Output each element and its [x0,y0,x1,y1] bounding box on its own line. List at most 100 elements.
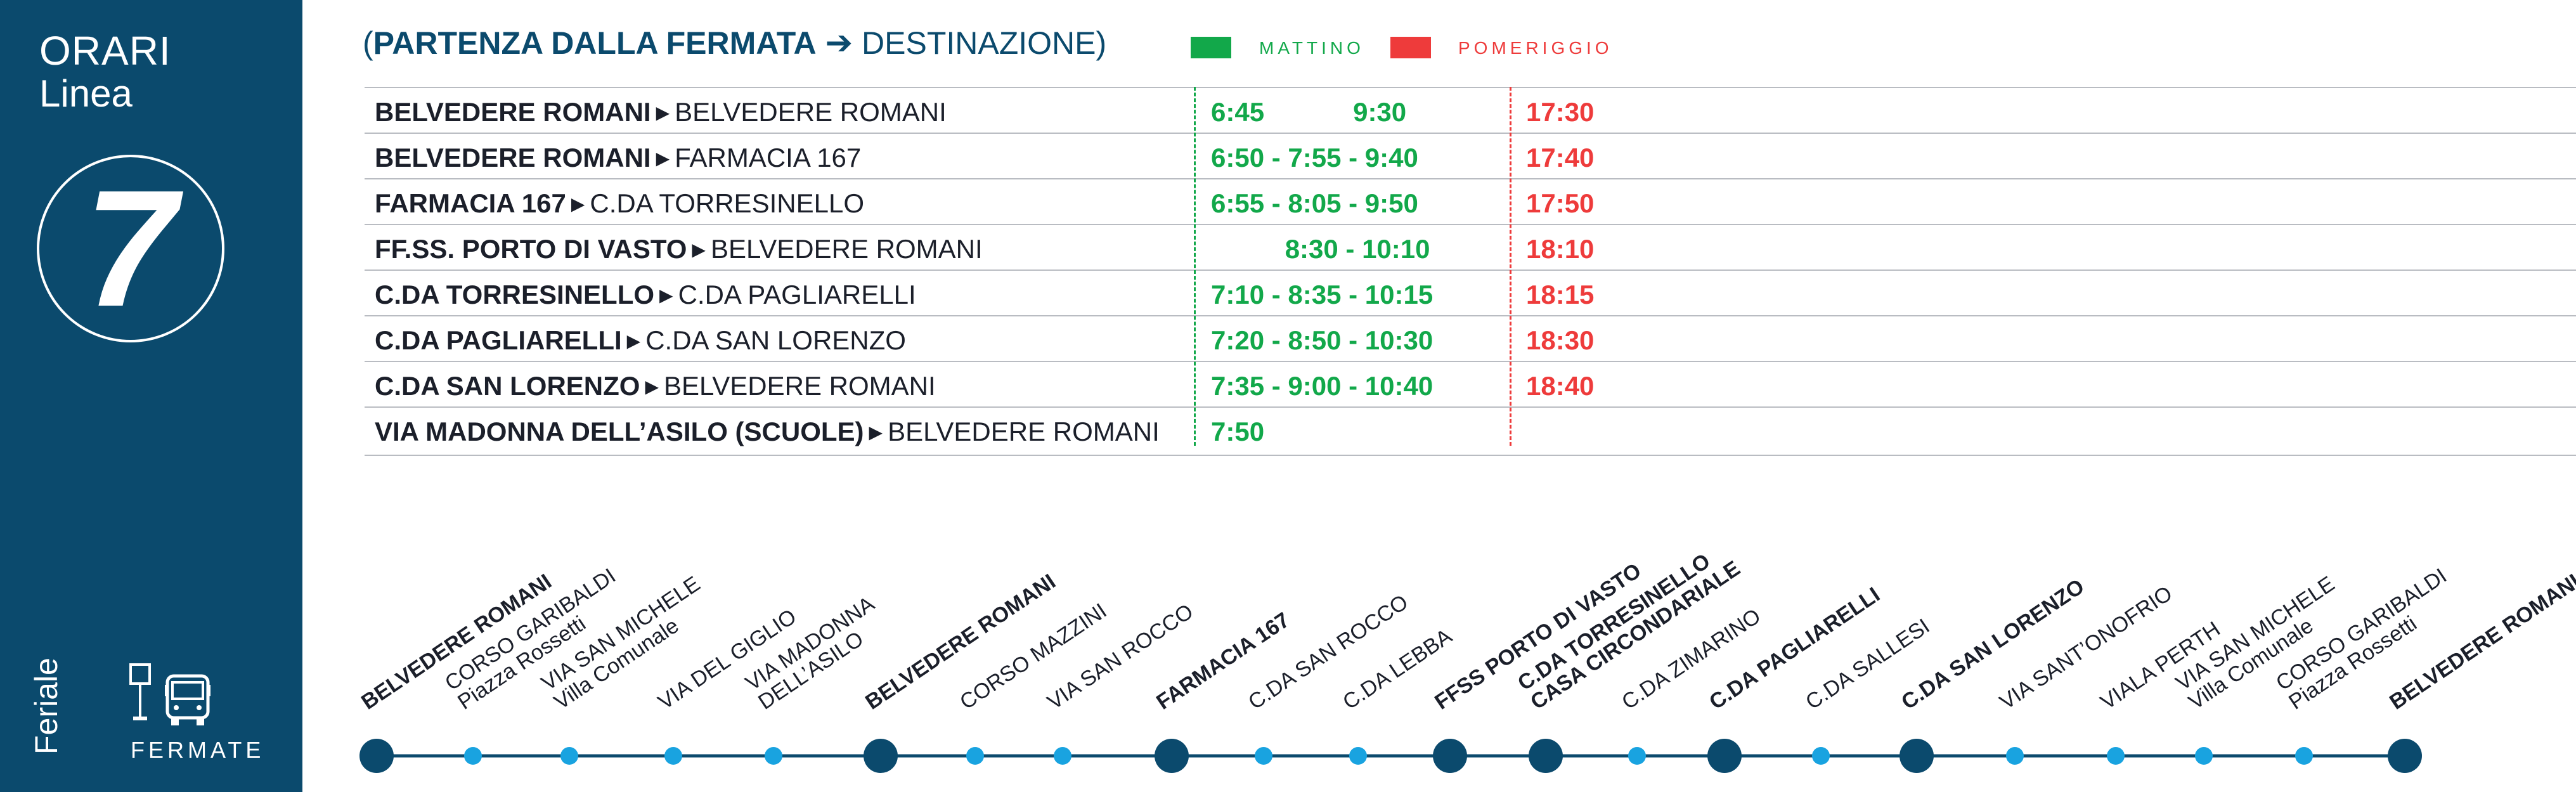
route-cell: BELVEDERE ROMANI ▶ FARMACIA 167 [375,143,861,173]
triangle-right-icon: ▶ [656,103,670,122]
stop-marker [1255,747,1272,765]
route-from: VIA MADONNA DELL’ASILO (SCUOLE) [375,417,864,446]
schedule-table: BELVEDERE ROMANI ▶ BELVEDERE ROMANI 6:45 9:… [365,87,2576,456]
stop-name: CORSO MAZZINI [955,599,1111,715]
stop-marker [2107,747,2125,765]
line-number: 7 [84,155,177,341]
stop-marker [359,739,394,773]
stop-marker [966,747,984,765]
arrow-right-icon: ➔ [825,25,853,62]
afternoon-column-divider [1510,87,1511,446]
stop-name: VIA SANT’ONOFRIO [1995,581,2177,715]
stop-label: C.DA PAGLIARELLI [1705,583,1884,715]
triangle-right-icon: ▶ [626,331,641,351]
stop-label: CORSO MAZZINI [955,599,1111,715]
stop-name: VIALA PERTH [2096,617,2224,715]
stop-label: FARMACIA 167 [1152,607,1294,714]
fermate-label: FERMATE [131,737,265,763]
route-to: C.DA SAN LORENZO [645,325,906,355]
stop-marker [664,747,682,765]
stop-name: VIA SAN MICHELE [2171,572,2339,696]
stop-marker [1900,739,1934,773]
stop-label: C.DA SAN ROCCO [1244,590,1413,714]
line-sidebar: ORARI Linea 7 Feriale FERMATE [0,0,302,792]
stop-label: VIA DEL GIGLIO [654,604,801,714]
morning-times: 6:45 9:30 [1211,97,1407,127]
table-row: FF.SS. PORTO DI VASTO ▶ BELVEDERE ROMANI 8… [365,224,2576,269]
stop-name: C.DA SALLESI [1801,614,1934,714]
stop-name: DELL’ASILO [754,626,868,714]
stop-marker [2006,747,2024,765]
stop-marker [765,747,782,765]
stop-name: VIA DEL GIGLIO [654,604,801,714]
header-departure: PARTENZA DALLA FERMATA [373,25,817,61]
stop-label: C.DA LEBBA [1338,624,1456,715]
afternoon-times: 17:30 [1526,97,1595,127]
morning-times: 7:35 - 9:00 - 10:40 [1211,371,1434,401]
stop-marker [1707,739,1742,773]
afternoon-times: 18:30 [1526,325,1595,355]
route-to: BELVEDERE ROMANI [888,417,1160,446]
afternoon-times: 18:40 [1526,371,1595,401]
stop-marker [2295,747,2313,765]
route-to: BELVEDERE ROMANI [710,234,983,264]
linea-label: Linea [39,72,133,115]
stop-name: CASA CIRCONDARIALE [1526,556,1744,714]
stop-name: C.DA SAN ROCCO [1244,590,1413,714]
stop-label: C.DA SAN LORENZO [1897,575,2088,715]
route-cell: C.DA TORRESINELLO ▶ C.DA PAGLIARELLI [375,280,916,310]
stop-name: C.DA ZIMARINO [1617,604,1765,715]
triangle-right-icon: ▶ [645,377,659,396]
stop-name: C.DA SAN LORENZO [1897,575,2088,715]
table-row: VIA MADONNA DELL’ASILO (SCUOLE) ▶ BELVEDER… [365,406,2576,456]
stop-marker [1349,747,1367,765]
route-from: FF.SS. PORTO DI VASTO [375,234,687,264]
stop-marker [1628,747,1646,765]
stop-name: VIA SAN ROCCO [1043,599,1198,715]
legend-afternoon-label: POMERIGGIO [1458,38,1613,58]
route-cell: FF.SS. PORTO DI VASTO ▶ BELVEDERE ROMANI [375,234,983,264]
afternoon-times: 18:15 [1526,280,1595,309]
legend-morning-swatch [1191,37,1231,58]
legend-afternoon-swatch [1390,37,1431,58]
stop-marker [2388,739,2422,773]
stop-label: VIALA PERTH [2096,617,2224,715]
morning-column-divider [1194,87,1196,446]
route-cell: C.DA PAGLIARELLI ▶ C.DA SAN LORENZO [375,325,906,356]
route-from: C.DA SAN LORENZO [375,371,640,401]
stop-label: VIA SAN ROCCO [1043,599,1198,715]
stop-name: FFSS PORTO DI VASTO [1430,559,1645,715]
afternoon-times: 17:50 [1526,188,1595,218]
line-number-badge: 7 [37,155,224,342]
stop-marker [864,739,898,773]
triangle-right-icon: ▶ [656,148,670,168]
stop-label: C.DA SALLESI [1801,614,1934,714]
stop-marker [464,747,482,765]
route-from: C.DA PAGLIARELLI [375,325,622,355]
bus-stop-icon [129,663,151,720]
table-row: FARMACIA 167 ▶ C.DA TORRESINELLO 6:55 - 8:0… [365,178,2576,224]
stop-marker [1155,739,1189,773]
stop-name: VIA SAN MICHELE [537,572,704,696]
stop-label: BELVEDERE ROMANI [2385,569,2576,715]
legend-morning-label: MATTINO [1259,38,1364,58]
stop-marker [1054,747,1071,765]
stop-name: BELVEDERE ROMANI [861,569,1060,715]
morning-times: 6:50 - 7:55 - 9:40 [1211,143,1418,172]
header-paren: ( [363,25,373,61]
morning-times: 7:20 - 8:50 - 10:30 [1211,325,1434,355]
stop-marker [1433,739,1467,773]
stop-marker [2195,747,2213,765]
stop-name: C.DA LEBBA [1338,624,1456,715]
afternoon-times: 17:40 [1526,143,1595,172]
feriale-label: Feriale [29,658,64,755]
table-row: BELVEDERE ROMANI ▶ FARMACIA 167 6:50 - 7:55… [365,133,2576,178]
morning-times: 7:50 [1211,417,1265,446]
route-from: C.DA TORRESINELLO [375,280,655,309]
route-from: BELVEDERE ROMANI [375,97,651,127]
stop-name: CORSO GARIBALDI [2272,564,2451,696]
stop-name: C.DA TORRESINELLO [1513,549,1714,696]
